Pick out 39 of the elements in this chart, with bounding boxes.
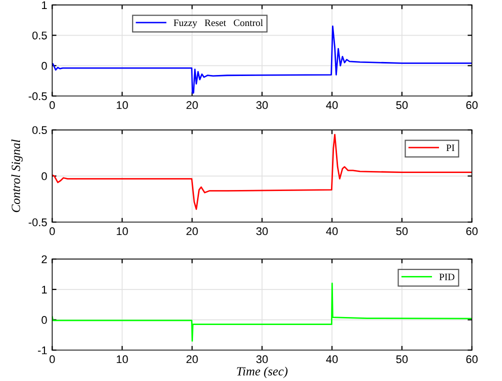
x-axis-title: Time (sec) bbox=[237, 366, 288, 378]
x-tick-label: 30 bbox=[256, 355, 268, 364]
x-tick-label: 50 bbox=[396, 101, 408, 110]
legend-label: Fuzzy Reset Control bbox=[174, 19, 263, 28]
x-tick-label: 10 bbox=[116, 227, 128, 236]
x-tick-label: 10 bbox=[116, 101, 128, 110]
x-tick-label: 60 bbox=[466, 227, 478, 236]
legend-label: PI bbox=[446, 144, 454, 152]
y-tick-label: 0.5 bbox=[32, 32, 47, 40]
x-tick-label: 20 bbox=[186, 227, 198, 236]
y-tick-label: -0.5 bbox=[28, 92, 47, 100]
y-tick-label: 1 bbox=[42, 286, 47, 294]
y-tick-label: -1 bbox=[38, 346, 47, 354]
x-tick-label: 40 bbox=[326, 227, 338, 236]
y-tick-label: 0.5 bbox=[32, 126, 47, 134]
x-tick-label: 20 bbox=[186, 355, 198, 364]
x-tick-label: 0 bbox=[50, 355, 55, 364]
y-tick-label: 0 bbox=[42, 316, 47, 324]
x-tick-label: 30 bbox=[256, 227, 268, 236]
y-tick-label: 0 bbox=[42, 172, 47, 180]
y-tick-label: -0.5 bbox=[28, 218, 47, 226]
x-tick-label: 40 bbox=[326, 101, 338, 110]
line-series bbox=[52, 282, 472, 342]
x-tick-label: 40 bbox=[326, 355, 338, 364]
y-tick-label: 0 bbox=[42, 62, 47, 70]
y-tick-label: 1 bbox=[42, 1, 47, 9]
legend-label: PID bbox=[439, 274, 454, 280]
x-tick-label: 50 bbox=[396, 227, 408, 236]
x-tick-label: 0 bbox=[50, 101, 55, 110]
x-tick-label: 10 bbox=[116, 355, 128, 364]
x-tick-label: 20 bbox=[186, 101, 198, 110]
x-tick-label: 60 bbox=[466, 355, 478, 364]
x-tick-label: 60 bbox=[466, 101, 478, 110]
x-tick-label: 30 bbox=[256, 101, 268, 110]
y-tick-label: 2 bbox=[42, 255, 47, 264]
line-series bbox=[52, 134, 472, 210]
x-tick-label: 50 bbox=[396, 355, 408, 364]
y-axis-title: Control Signal bbox=[11, 140, 23, 212]
x-tick-label: 0 bbox=[50, 227, 55, 236]
